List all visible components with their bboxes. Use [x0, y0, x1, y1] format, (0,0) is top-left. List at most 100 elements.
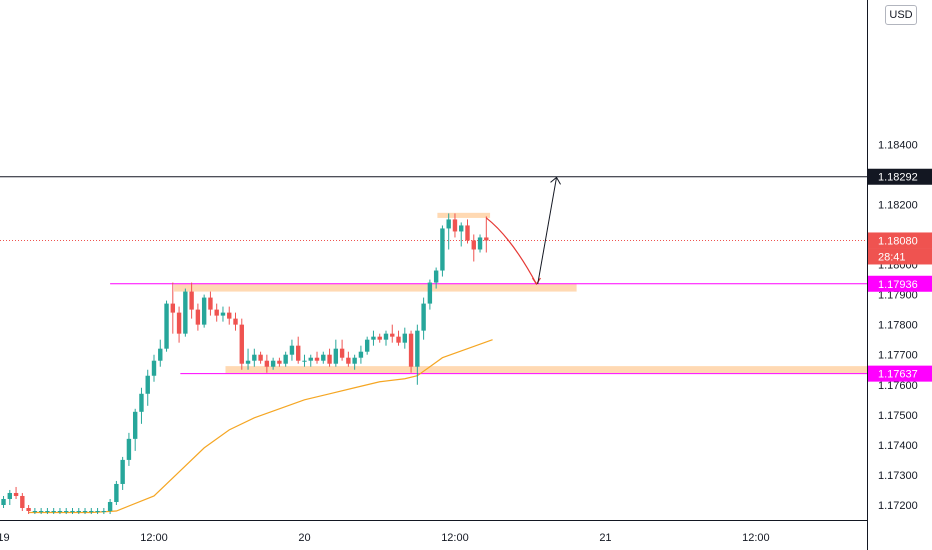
y-tick-label: 1.17700 — [878, 350, 918, 362]
candle — [396, 330, 401, 346]
candle-body — [452, 219, 458, 232]
candle — [89, 508, 94, 515]
candle-body — [214, 309, 219, 316]
candle — [126, 432, 132, 466]
candle-body — [390, 333, 395, 337]
countdown-badge-bg — [868, 248, 932, 265]
candle-body — [471, 240, 476, 250]
candle-body — [107, 501, 113, 512]
candle-body — [126, 438, 132, 460]
candle — [252, 348, 257, 367]
candle-body — [120, 459, 125, 484]
candle — [245, 348, 251, 370]
candle-body — [176, 312, 182, 334]
x-tick-label: 21 — [599, 532, 611, 544]
candle-body — [484, 237, 489, 241]
candle — [433, 267, 439, 289]
y-tick-label: 1.17800 — [878, 320, 918, 332]
candle-body — [151, 360, 157, 376]
candle — [151, 354, 157, 382]
candle — [333, 339, 339, 367]
support-zone — [225, 366, 867, 374]
candle-body — [459, 225, 464, 232]
price-axis[interactable]: 1.17200 1.17300 1.17400 1.17500 1.17600 1.177… — [878, 139, 918, 512]
current-price-badge: 1.18080 — [878, 235, 918, 247]
candle — [383, 330, 389, 346]
y-tick-label: 1.17600 — [878, 380, 918, 392]
x-tick-label: 12:00 — [441, 532, 469, 544]
candle — [139, 387, 144, 424]
candle — [120, 456, 125, 490]
candle-body — [421, 303, 426, 331]
candle — [114, 480, 119, 505]
candle-body — [114, 483, 119, 502]
candle-body — [101, 511, 107, 513]
candle-body — [57, 511, 63, 513]
candle — [427, 279, 433, 310]
candle — [465, 219, 470, 244]
currency-button[interactable]: USD — [885, 5, 917, 25]
candle-body — [264, 360, 270, 367]
candle — [415, 324, 420, 385]
support-zones — [174, 212, 867, 374]
candle — [477, 234, 483, 253]
candle-body — [82, 511, 88, 513]
candle — [339, 339, 345, 361]
lower-support-badge: 1.17637 — [878, 369, 918, 381]
candle-body — [440, 228, 445, 271]
candle-body — [76, 511, 81, 513]
candle — [132, 408, 138, 451]
candle — [270, 357, 276, 370]
candle — [107, 498, 113, 515]
candle — [13, 486, 19, 499]
candle-body — [89, 511, 94, 513]
candle — [327, 348, 332, 367]
candle — [64, 508, 69, 515]
candle — [95, 508, 100, 515]
candle-body — [201, 297, 207, 325]
candle-body — [277, 360, 282, 364]
candle — [176, 306, 182, 343]
candle — [371, 330, 376, 346]
upper-support-badge-bg — [868, 275, 932, 292]
candle — [302, 354, 307, 367]
candle-body — [195, 309, 201, 325]
candle-body — [258, 354, 263, 361]
x-tick-label: 19 — [0, 532, 10, 544]
candle — [421, 297, 426, 340]
candle-body — [233, 318, 238, 325]
candle — [321, 351, 326, 364]
candle — [364, 336, 370, 355]
candle — [408, 330, 414, 373]
time-axis[interactable]: 19 12:00 20 12:00 21 12:00 — [0, 532, 770, 544]
candle-body — [477, 237, 483, 250]
candle-body — [364, 339, 370, 352]
candle — [195, 303, 201, 331]
candle — [289, 339, 295, 361]
y-tick-label: 1.17200 — [878, 500, 918, 512]
candle — [170, 282, 176, 334]
candle-body — [283, 354, 288, 364]
candle — [346, 351, 351, 367]
candle — [233, 312, 238, 331]
candle-body — [189, 291, 194, 310]
candle-body — [227, 312, 232, 319]
candle — [158, 339, 163, 367]
candle-body — [158, 348, 163, 361]
candle — [283, 351, 288, 367]
y-tick-label: 1.18200 — [878, 199, 918, 211]
candle — [446, 213, 451, 250]
resistance-price-badge: 1.18292 — [878, 172, 918, 184]
candle-body — [383, 333, 389, 340]
candle — [208, 291, 213, 316]
y-tick-label: 1.17900 — [878, 290, 918, 302]
candle-body — [296, 345, 301, 361]
current-price-badge-bg — [868, 232, 932, 249]
candle — [402, 327, 407, 349]
candle — [471, 234, 476, 262]
candle-body — [20, 495, 25, 509]
candle-body — [321, 354, 326, 361]
candle-body — [358, 351, 364, 358]
y-tick-label: 1.17500 — [878, 410, 918, 422]
